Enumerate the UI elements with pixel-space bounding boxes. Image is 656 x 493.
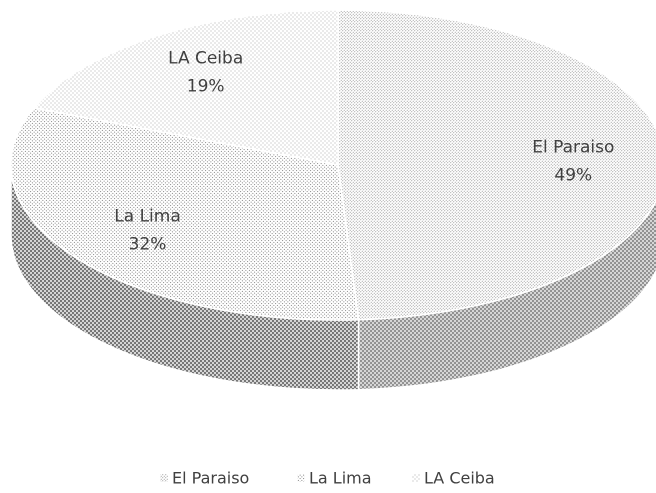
legend-marker: [297, 474, 305, 482]
legend-label: El Paraiso: [172, 469, 249, 488]
data-label-value: 19%: [187, 77, 225, 97]
slice: [337, 9, 656, 321]
legend-label: La Lima: [309, 469, 372, 488]
data-label-value: 49%: [554, 165, 592, 185]
legend: El Paraiso La Lima LA Ceiba: [160, 469, 495, 488]
legend-marker: [412, 474, 420, 482]
legend-label: LA Ceiba: [424, 469, 495, 488]
slice: [32, 9, 339, 166]
data-label-value: 32%: [129, 235, 167, 255]
data-label-name: El Paraiso: [532, 137, 614, 157]
legend-marker: [160, 474, 168, 482]
data-label-name: La Lima: [114, 207, 180, 227]
data-label-name: LA Ceiba: [168, 49, 243, 69]
slice: [10, 107, 360, 321]
